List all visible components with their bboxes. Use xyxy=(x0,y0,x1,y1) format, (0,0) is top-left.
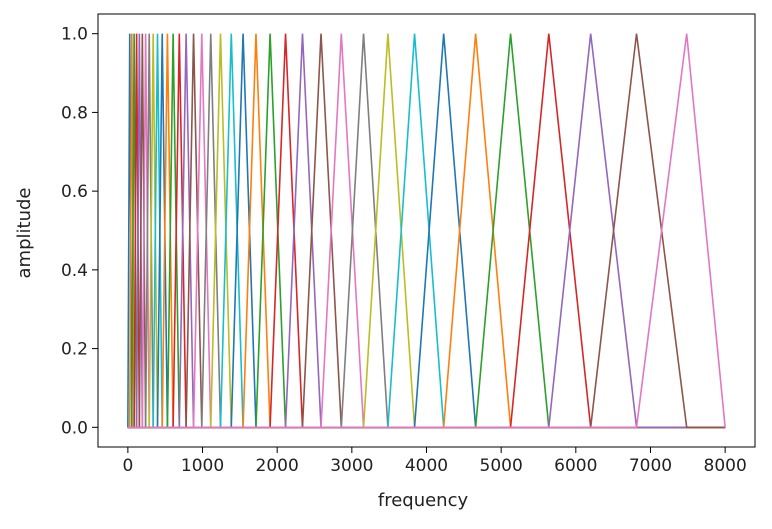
filter-series-1 xyxy=(127,33,726,429)
filter-series-6 xyxy=(127,33,726,429)
x-tick-label: 1000 xyxy=(181,456,224,476)
x-tick-label: 2000 xyxy=(256,456,299,476)
filter-series-34 xyxy=(127,33,726,429)
filter-series-17 xyxy=(127,33,726,429)
filter-series-19 xyxy=(127,33,726,429)
y-axis-label: amplitude xyxy=(14,188,35,279)
filter-series-28 xyxy=(127,33,726,429)
filter-series-4 xyxy=(127,33,726,429)
y-tick-label: 0.8 xyxy=(61,103,88,123)
filter-series-37 xyxy=(127,33,726,429)
filter-series-20 xyxy=(127,33,726,429)
filter-series-13 xyxy=(127,33,726,429)
y-tick-label: 0.6 xyxy=(61,182,88,202)
filter-series-22 xyxy=(127,33,726,429)
x-tick-label: 8000 xyxy=(704,456,747,476)
plot-frame xyxy=(97,13,756,448)
filter-series-30 xyxy=(127,33,726,429)
filter-series-27 xyxy=(127,33,726,429)
filter-series-36 xyxy=(127,33,726,429)
y-tick-label: 1.0 xyxy=(61,25,88,45)
x-axis-label: frequency xyxy=(378,490,469,511)
x-tick-label: 5000 xyxy=(480,456,523,476)
axes: 0 1000 2000 3000 4000 5000 6000 7000 8000 0.0 0.2 0… xyxy=(61,13,756,476)
filter-series-21 xyxy=(127,33,726,429)
filter-series-5 xyxy=(127,33,726,429)
filter-series-2 xyxy=(127,33,726,429)
filter-series-14 xyxy=(127,33,726,429)
filter-series-9 xyxy=(127,33,726,429)
filter-series-29 xyxy=(127,33,726,429)
x-tick-label: 3000 xyxy=(330,456,373,476)
filter-series-15 xyxy=(127,33,726,429)
filter-series-26 xyxy=(127,33,726,429)
filter-series-33 xyxy=(127,33,726,429)
filter-series-8 xyxy=(127,33,726,429)
filter-series-23 xyxy=(127,33,726,429)
x-tick-label: 4000 xyxy=(405,456,448,476)
x-tick-label: 0 xyxy=(122,456,133,476)
filter-series-24 xyxy=(127,33,726,429)
filter-series-18 xyxy=(127,33,726,429)
filter-series-31 xyxy=(127,33,726,429)
y-tick-label: 0.4 xyxy=(61,261,88,281)
filter-series-35 xyxy=(127,33,726,429)
filter-series-3 xyxy=(127,33,726,429)
filter-series-32 xyxy=(127,33,726,429)
filter-series-16 xyxy=(127,33,726,429)
x-tick-label: 7000 xyxy=(629,456,672,476)
filter-series-25 xyxy=(127,33,726,429)
filter-series-12 xyxy=(127,33,726,429)
x-tick-label: 6000 xyxy=(554,456,597,476)
y-tick-label: 0.0 xyxy=(61,418,88,438)
filter-series-11 xyxy=(127,33,726,429)
plot-area xyxy=(127,33,726,429)
y-tick-label: 0.2 xyxy=(61,340,88,360)
filter-series-7 xyxy=(127,33,726,429)
filter-series-10 xyxy=(127,33,726,429)
